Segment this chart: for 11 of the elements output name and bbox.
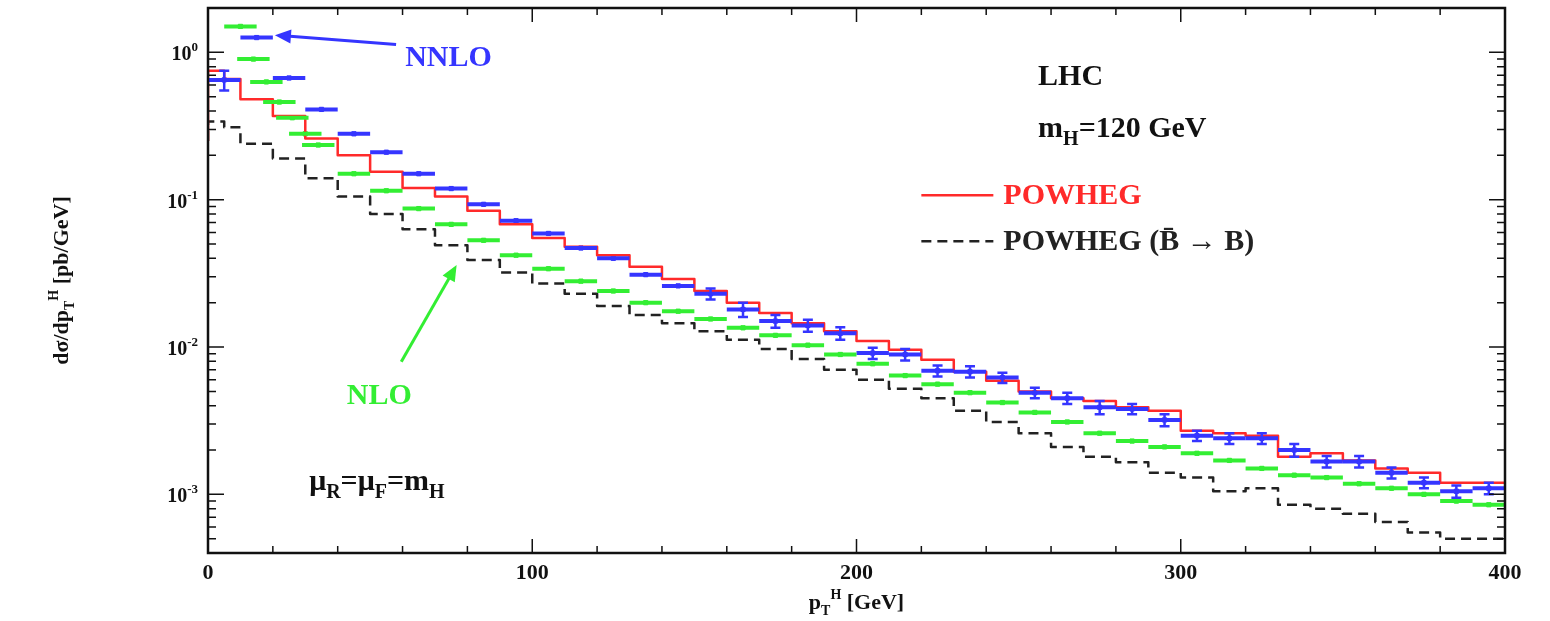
annotation: LHC bbox=[1038, 58, 1104, 92]
y-axis-title: dσ/dpTH [pb/GeV] bbox=[46, 196, 77, 365]
x-tick-label: 400 bbox=[1488, 559, 1522, 584]
x-tick-label: 0 bbox=[202, 559, 214, 584]
annotation: NNLO bbox=[405, 39, 492, 73]
x-tick-label: 200 bbox=[840, 559, 873, 584]
legend-label: POWHEG bbox=[1003, 177, 1142, 211]
x-tick-label: 300 bbox=[1164, 559, 1198, 584]
legend-label: POWHEG (B̄ → B) bbox=[1003, 223, 1255, 258]
annotation: NLO bbox=[346, 377, 412, 411]
x-tick-label: 100 bbox=[515, 559, 549, 584]
